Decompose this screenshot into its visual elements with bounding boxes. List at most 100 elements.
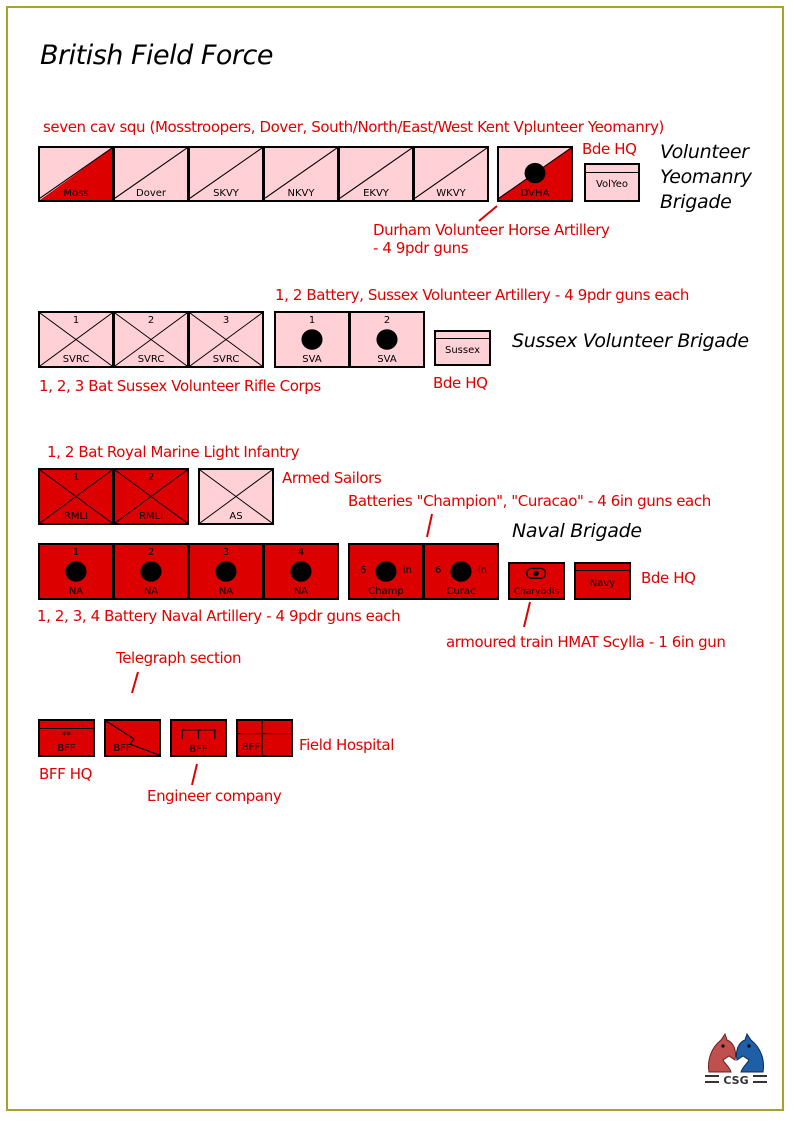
infantry-cross-symbol [40, 313, 112, 366]
naval-artillery-name: NA [143, 586, 159, 597]
sussex-hq-label: Bde HQ [433, 374, 488, 392]
dvha-counter: DVHA [497, 146, 573, 202]
naval-brigade-name: Naval Brigade [512, 520, 642, 542]
naval-artillery-counter: 4 NA [263, 543, 339, 600]
hq-bar [576, 570, 629, 571]
naval-artillery-number: 2 [147, 547, 155, 558]
naval-artillery-name: NA [218, 586, 234, 597]
svrc-number: 2 [147, 315, 155, 326]
artillery-dot-symbol [375, 561, 397, 582]
svrc-name: SVRC [212, 354, 240, 365]
cavalry-slash-symbol [115, 148, 187, 199]
infantry-cross-symbol [200, 470, 272, 523]
telegraph-pointer [131, 671, 139, 694]
train-caption: armoured train HMAT Scylla - 1 6in gun [446, 633, 726, 651]
marines-caption: 1, 2 Bat Royal Marine Light Infantry [47, 443, 300, 461]
signals-symbol [106, 721, 159, 755]
dvha-name: DVHA [520, 188, 550, 199]
hospital-counter: BFF [236, 719, 293, 757]
chess-knights-icon: CSG [705, 1032, 767, 1087]
yeomanry-hq-label: Bde HQ [582, 140, 637, 158]
sussex-hq-counter: Sussex [434, 330, 491, 366]
bff-hq-rank: ** [62, 731, 71, 741]
bff-hq-counter: ** BFF [38, 719, 95, 757]
svrc-number: 3 [222, 315, 230, 326]
engineer-name: BFF [189, 744, 208, 755]
yeomanry-brigade-name-2: Yeomanry [660, 166, 752, 188]
cavalry-counter: NKVY [263, 146, 339, 202]
telegraph-label: Telegraph section [116, 649, 242, 667]
armed-sailors-counter: AS [198, 468, 274, 525]
cavalry-slash-symbol [40, 148, 112, 200]
sva-number: 2 [383, 315, 391, 326]
heavy-battery-calibre: 6 [435, 565, 442, 576]
sussex-hq-name: Sussex [445, 345, 480, 356]
svrc-number: 1 [72, 315, 80, 326]
infantry-cross-symbol [115, 313, 187, 366]
armoured-train-counter: Charybdis [508, 562, 565, 600]
naval-artillery-counter: 2 NA [113, 543, 189, 600]
artillery-dot-symbol [140, 561, 162, 582]
naval-artillery-caption: 1, 2, 3, 4 Battery Naval Artillery - 4 9… [37, 607, 401, 625]
medical-cross-symbol [238, 721, 291, 755]
cavalry-name: NKVY [287, 188, 315, 199]
infantry-cross-symbol [115, 470, 187, 523]
engineer-pointer [191, 763, 198, 786]
heavy-battery-counter: 6 in Curac [423, 543, 499, 600]
bff-hq-label: BFF HQ [39, 765, 93, 783]
armed-sailors-name: AS [229, 511, 243, 522]
heavy-battery-name: Curac [446, 586, 476, 597]
navy-hq-label: Bde HQ [641, 569, 696, 587]
heavy-battery-name: Champ [368, 586, 404, 597]
page-title: British Field Force [40, 40, 273, 71]
cavalry-counter: WKVY [413, 146, 489, 202]
cavalry-name: Moss [63, 188, 89, 199]
yeomanry-hq-name: VolYeo [595, 179, 628, 190]
rmli-number: 2 [147, 472, 155, 483]
yeomanry-caption: seven cav squ (Mosstroopers, Dover, Sout… [43, 118, 665, 136]
bff-hq-name: BFF [57, 743, 76, 754]
armoured-train-name: Charybdis [513, 587, 560, 597]
csg-logo: CSG [703, 1030, 769, 1090]
artillery-dot-symbol [301, 329, 323, 350]
cavalry-counter: Moss [38, 146, 114, 202]
naval-artillery-number: 4 [297, 547, 305, 558]
svrc-counter: 1 SVRC [38, 311, 114, 368]
sva-number: 1 [308, 315, 316, 326]
artillery-dot-symbol [450, 561, 472, 582]
cavalry-slash-symbol [265, 148, 337, 199]
armoured-train-symbol [526, 567, 547, 579]
cavalry-name: SKVY [213, 188, 239, 199]
hq-bar [586, 172, 638, 173]
cavalry-slash-symbol [190, 148, 262, 199]
hq-bar [40, 728, 93, 729]
sussex-artillery-caption: 1, 2 Battery, Sussex Volunteer Artillery… [275, 286, 690, 304]
sva-name: SVA [302, 354, 322, 365]
cavalry-slash-symbol [340, 148, 412, 199]
cavalry-name: WKVY [436, 188, 466, 199]
hospital-name: BFF [241, 742, 261, 753]
rmli-counter: 2 RMLI [113, 468, 189, 525]
rmli-counter: 1 RMLI [38, 468, 114, 525]
svrc-counter: 3 SVRC [188, 311, 264, 368]
heavy-battery-counter: 6 in Champ [348, 543, 424, 600]
svrc-counter: 2 SVRC [113, 311, 189, 368]
cavalry-counter: EKVY [338, 146, 414, 202]
cavalry-name: EKVY [363, 188, 389, 199]
artillery-dot-symbol [290, 561, 312, 582]
cavalry-counter: SKVY [188, 146, 264, 202]
artillery-dot-symbol [376, 329, 398, 350]
sva-counter: 1 SVA [274, 311, 350, 368]
csg-logo-text: CSG [723, 1074, 748, 1087]
artillery-dot-symbol [65, 561, 87, 582]
infantry-cross-symbol [40, 470, 112, 523]
sva-name: SVA [377, 354, 397, 365]
page-frame [6, 6, 784, 1111]
engineer-symbol [181, 729, 216, 739]
naval-artillery-name: NA [293, 586, 309, 597]
cavalry-artillery-symbol [499, 148, 571, 200]
navy-hq-counter: Navy [574, 562, 631, 600]
artillery-dot-symbol [215, 561, 237, 582]
batteries-caption: Batteries "Champion", "Curacao" - 4 6in … [348, 492, 711, 510]
telegraph-name: BFF [113, 743, 132, 754]
